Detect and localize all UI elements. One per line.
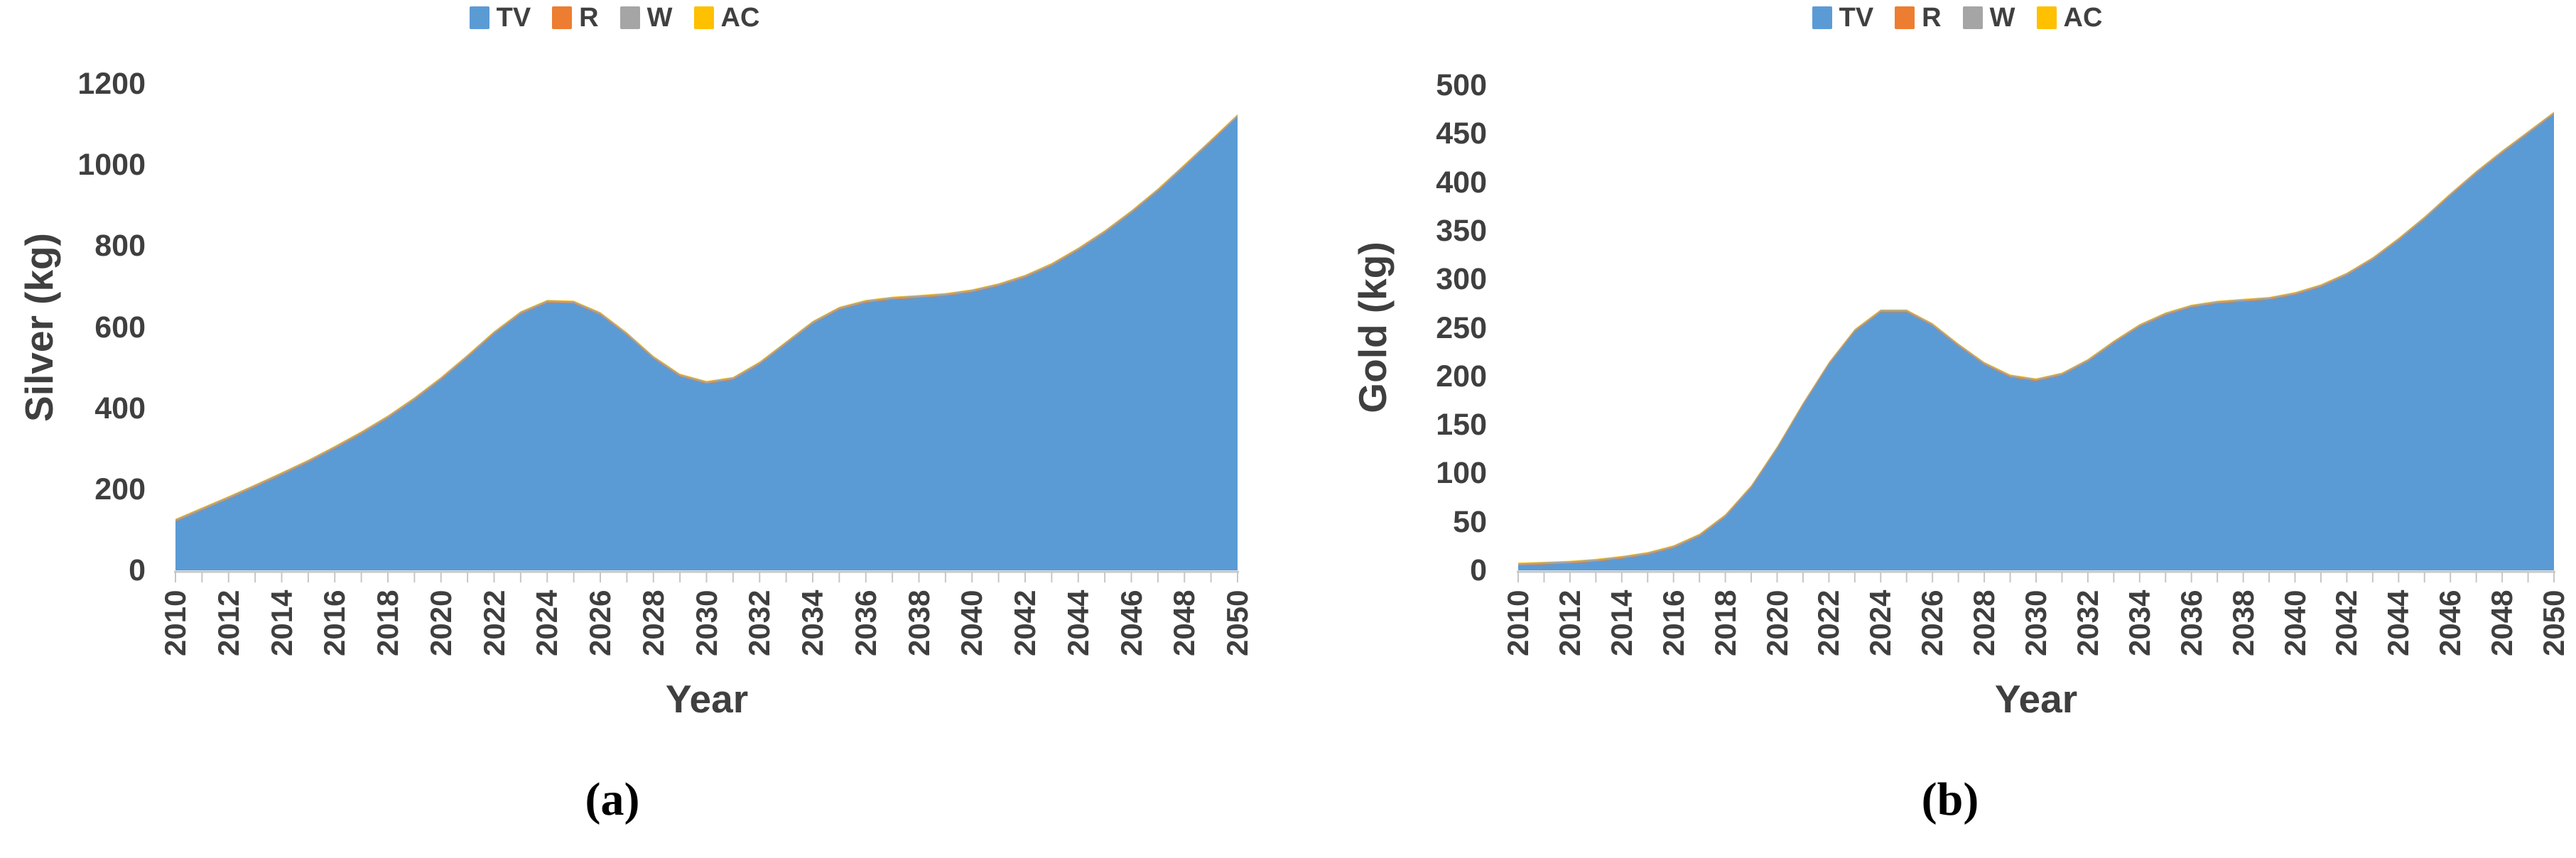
- x-tick-label-gold: 2044: [2381, 590, 2415, 656]
- legend-swatch-AC-icon: [693, 6, 714, 29]
- x-tick-label-silver: 2040: [955, 590, 989, 656]
- x-tick-label-silver: 2012: [211, 590, 245, 656]
- x-tick-label-gold: 2010: [1501, 590, 1535, 656]
- x-tick-label-silver: 2042: [1008, 590, 1041, 656]
- y-tick-label-silver: 1200: [77, 67, 146, 101]
- x-tick-label-silver: 2038: [902, 590, 936, 656]
- y-tick-label-gold: 500: [1436, 68, 1487, 102]
- legend-label-W: W: [646, 3, 673, 33]
- x-tick-label-gold: 2030: [2019, 590, 2052, 656]
- x-tick-label-gold: 2020: [1760, 590, 1794, 656]
- x-tick-label-gold: 2016: [1656, 590, 1690, 656]
- x-tick-label-gold: 2028: [1967, 590, 2001, 656]
- x-tick-label-gold: 2018: [1708, 590, 1742, 656]
- y-tick-label-silver: 200: [94, 472, 146, 506]
- y-tick-label-gold: 0: [1470, 553, 1487, 587]
- x-tick-label-gold: 2012: [1552, 590, 1586, 656]
- y-tick-label-gold: 450: [1436, 116, 1487, 151]
- x-tick-label-silver: 2050: [1221, 590, 1254, 656]
- legend-item-W: W: [619, 3, 673, 33]
- x-tick-label-silver: 2044: [1061, 590, 1095, 656]
- legend-item-AC: AC: [2036, 3, 2103, 33]
- legend-item-R: R: [552, 3, 599, 33]
- x-tick-label-silver: 2024: [530, 590, 564, 656]
- x-tick-label-gold: 2036: [2174, 590, 2208, 656]
- x-tick-label-silver: 2022: [477, 590, 511, 656]
- legend-label-AC: AC: [720, 3, 760, 33]
- x-tick-label-silver: 2034: [796, 590, 829, 656]
- y-tick-label-silver: 0: [129, 553, 146, 587]
- legend-label-R: R: [1922, 3, 1942, 33]
- legend-swatch-TV-icon: [469, 6, 489, 29]
- subfigure-caption-a: (a): [585, 773, 640, 825]
- x-axis-title-b: Year: [1994, 677, 2078, 721]
- legend-label-TV: TV: [1839, 3, 1874, 33]
- y-tick-label-silver: 1000: [77, 148, 146, 183]
- y-tick-label-gold: 400: [1436, 165, 1487, 200]
- legend-item-TV: TV: [469, 3, 531, 33]
- x-tick-label-silver: 2020: [423, 590, 458, 656]
- legend-item-TV: TV: [1812, 3, 1874, 33]
- x-tick-label-gold: 2048: [2485, 590, 2519, 656]
- legend-label-W: W: [1989, 3, 2015, 33]
- y-tick-label-silver: 400: [94, 391, 146, 425]
- x-tick-label-gold: 2022: [1812, 590, 1846, 656]
- x-tick-label-gold: 2032: [2070, 590, 2104, 656]
- y-tick-label-gold: 150: [1436, 408, 1487, 442]
- y-tick-label-gold: 350: [1436, 213, 1487, 248]
- x-tick-label-silver: 2010: [158, 590, 192, 656]
- legend-swatch-R-icon: [1895, 6, 1915, 29]
- area-series-TV-silver: [175, 116, 1238, 571]
- legend-swatch-R-icon: [552, 6, 573, 29]
- x-tick-label-silver: 2028: [636, 590, 670, 656]
- x-tick-label-gold: 2050: [2537, 590, 2570, 656]
- x-tick-label-gold: 2042: [2329, 590, 2364, 656]
- x-tick-label-silver: 2016: [318, 590, 352, 656]
- legend-item-W: W: [1962, 3, 2015, 33]
- y-tick-label-gold: 50: [1453, 504, 1487, 539]
- legend-label-AC: AC: [2063, 3, 2103, 33]
- x-axis-title-a: Year: [665, 677, 749, 721]
- x-tick-label-gold: 2024: [1863, 590, 1898, 656]
- x-tick-label-silver: 2048: [1167, 590, 1201, 656]
- legend-swatch-TV-icon: [1812, 6, 1832, 29]
- x-tick-label-silver: 2030: [689, 590, 723, 656]
- y-tick-label-gold: 100: [1436, 456, 1487, 491]
- x-tick-label-gold: 2040: [2278, 590, 2312, 656]
- x-tick-label-silver: 2026: [583, 590, 617, 656]
- legend-swatch-W-icon: [1962, 6, 1983, 29]
- legend-label-R: R: [579, 3, 599, 33]
- y-tick-label-silver: 600: [94, 310, 146, 344]
- x-tick-label-gold: 2014: [1604, 590, 1638, 656]
- legend-swatch-AC-icon: [2036, 6, 2057, 29]
- legend-item-AC: AC: [693, 3, 760, 33]
- legend-item-R: R: [1895, 3, 1942, 33]
- y-tick-label-gold: 200: [1436, 359, 1487, 393]
- legend-label-TV: TV: [496, 3, 531, 33]
- legend-a: TV R W AC: [394, 4, 835, 31]
- y-tick-label-gold: 250: [1436, 310, 1487, 345]
- x-tick-label-gold: 2034: [2122, 590, 2156, 656]
- legend-swatch-W-icon: [619, 6, 640, 29]
- x-tick-label-silver: 2036: [848, 590, 882, 656]
- y-tick-label-silver: 800: [94, 229, 146, 264]
- x-tick-label-silver: 2032: [742, 590, 776, 656]
- y-tick-label-gold: 300: [1436, 262, 1487, 297]
- x-tick-label-silver: 2014: [264, 590, 298, 656]
- x-tick-label-gold: 2026: [1915, 590, 1949, 656]
- subfigure-caption-b: (b): [1921, 773, 1979, 825]
- legend-b: TV R W AC: [1737, 4, 2177, 31]
- x-tick-label-gold: 2046: [2433, 590, 2467, 656]
- x-tick-label-silver: 2018: [371, 590, 404, 656]
- x-tick-label-silver: 2046: [1114, 590, 1148, 656]
- x-tick-label-gold: 2038: [2226, 590, 2260, 656]
- area-series-TV-gold: [1518, 114, 2554, 570]
